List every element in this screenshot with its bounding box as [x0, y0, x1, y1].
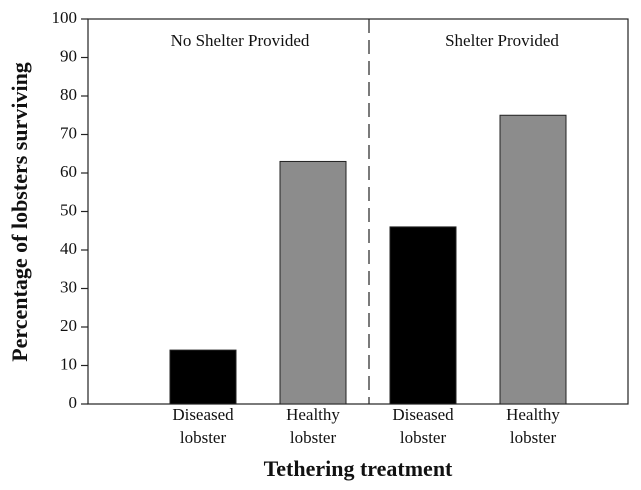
x-axis-label: Tethering treatment [264, 456, 453, 481]
y-tick-label: 70 [60, 123, 77, 142]
bar [499, 114, 567, 405]
bar [169, 349, 237, 405]
y-tick-label: 80 [60, 85, 77, 104]
x-tick-label: Healthy lobster [286, 405, 340, 447]
bar [389, 226, 457, 405]
y-tick-label: 10 [60, 354, 77, 373]
x-tick-label: Healthy lobster [506, 405, 560, 447]
annotation: No Shelter Provided [171, 31, 310, 50]
y-tick-label: 100 [52, 8, 78, 27]
y-tick-label: 50 [60, 200, 77, 219]
y-tick-label: 0 [69, 393, 78, 412]
y-axis-label: Percentage of lobsters surviving [7, 62, 32, 362]
x-tick-label: Diseased lobster [172, 405, 234, 447]
y-tick-label: 90 [60, 46, 77, 65]
x-tick-label: Diseased lobster [392, 405, 454, 447]
y-tick-label: 40 [60, 239, 77, 258]
annotation: Shelter Provided [445, 31, 559, 50]
y-tick-label: 20 [60, 316, 77, 335]
y-tick-label: 30 [60, 277, 77, 296]
y-tick-label: 60 [60, 162, 77, 181]
bar [279, 160, 347, 405]
